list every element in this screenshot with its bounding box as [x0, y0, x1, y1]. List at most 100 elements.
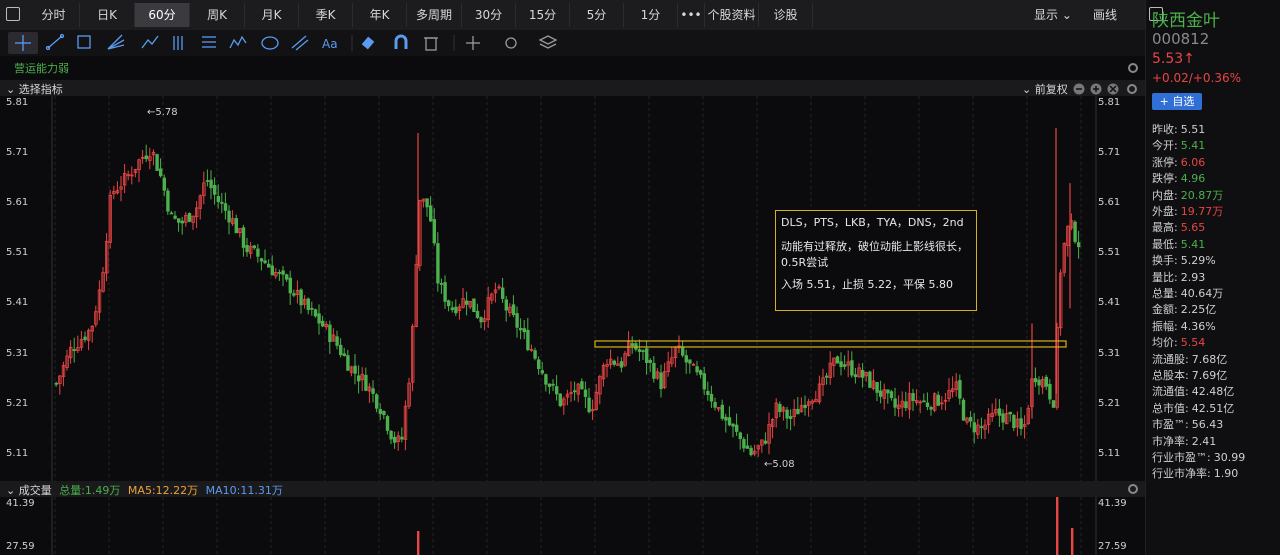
- tab-8[interactable]: 30分: [462, 3, 516, 27]
- price-tick: 5.71: [6, 147, 29, 159]
- price-tick: 5.41: [6, 297, 29, 309]
- tab-13[interactable]: 个股资料: [705, 3, 759, 27]
- candle-body: [879, 390, 883, 397]
- magnet-icon: [394, 34, 408, 49]
- candle-body: [810, 400, 814, 404]
- candle-body: [742, 439, 746, 449]
- candle-body: [101, 272, 105, 292]
- candle-body: [612, 360, 616, 365]
- volume-axis-right-top: 41.39: [1098, 498, 1127, 509]
- candle-body: [861, 369, 865, 378]
- candle-body: [763, 440, 768, 444]
- candle-body: [310, 307, 314, 310]
- quote-stat-label: 市盈™:: [1152, 418, 1189, 432]
- panel-toggle-icon[interactable]: [1149, 7, 1163, 21]
- volume-bar: [1056, 497, 1059, 555]
- quote-stat-value: 40.64万: [1180, 287, 1224, 300]
- layers-icon: [538, 35, 558, 45]
- candle-body: [792, 408, 796, 418]
- candle-body: [702, 373, 706, 390]
- chevron-down-icon[interactable]: ⌄: [6, 484, 16, 497]
- quote-stat-label: 总量:: [1152, 287, 1178, 300]
- candle-body: [148, 156, 152, 161]
- candle-body: [115, 190, 120, 194]
- tab-2[interactable]: 60分: [135, 3, 190, 27]
- candle-body: [346, 355, 350, 371]
- trade-note[interactable]: DLS，PTS，LKB，TYA，DNS，2nd 动能有过释放，破位动能上影线很长…: [775, 210, 977, 311]
- gear-icon[interactable]: [1128, 63, 1138, 73]
- gear-icon[interactable]: [1128, 484, 1138, 494]
- tab-11[interactable]: 1分: [624, 3, 678, 27]
- display-dropdown[interactable]: 显示 ⌄: [1034, 3, 1072, 27]
- tab-9[interactable]: 15分: [516, 3, 570, 27]
- candle-body: [616, 363, 620, 366]
- tab-7[interactable]: 多周期: [407, 3, 462, 27]
- candle-body: [897, 404, 901, 409]
- volume-chart[interactable]: [0, 497, 1145, 555]
- candle-body: [609, 358, 613, 365]
- quote-stat-row: 最高: 5.65: [1152, 219, 1205, 235]
- quote-stat-value: 2.41: [1191, 434, 1217, 448]
- quote-stat-row: 最低: 5.41: [1152, 236, 1205, 252]
- select-indicator-dropdown[interactable]: ⌄ 选择指标: [6, 81, 63, 97]
- display-label: 显示: [1034, 8, 1059, 22]
- quote-stat-value: 42.51亿: [1191, 401, 1235, 415]
- candle-body: [472, 298, 476, 313]
- volume-bar: [1071, 528, 1074, 555]
- candle-body: [403, 405, 408, 440]
- candle-body: [274, 271, 278, 277]
- quote-stat-label: 涨停:: [1152, 155, 1178, 169]
- candle-body: [976, 424, 980, 435]
- tab-10[interactable]: 5分: [570, 3, 624, 27]
- candle-body: [706, 390, 710, 395]
- candle-body: [241, 227, 246, 248]
- price-tick: 5.41: [1098, 297, 1121, 309]
- layout-icon[interactable]: [6, 7, 20, 21]
- candle-body: [684, 355, 688, 363]
- settings-icon: [505, 37, 517, 49]
- candle-body: [623, 353, 627, 366]
- candle-body: [220, 201, 224, 204]
- quote-stat-row: 涨停: 6.06: [1152, 154, 1205, 170]
- stock-change: +0.02/+0.36%: [1152, 71, 1241, 85]
- quote-stat-value: 2.93: [1180, 270, 1206, 284]
- candle-body: [969, 416, 973, 422]
- tab-5[interactable]: 季K: [299, 3, 353, 27]
- candle-body: [223, 203, 228, 211]
- adjust-dropdown[interactable]: ⌄ 前复权: [1022, 81, 1068, 97]
- tab-3[interactable]: 周K: [190, 3, 245, 27]
- candle-body: [731, 423, 735, 427]
- candle-body: [1073, 221, 1077, 242]
- candle-body: [767, 424, 771, 444]
- add-watchlist-button[interactable]: + 自选: [1152, 93, 1202, 110]
- chevron-down-icon: ⌄: [6, 83, 16, 96]
- quote-stat-row: 均价: 5.54: [1152, 334, 1205, 350]
- candle-body: [634, 343, 638, 350]
- stock-name: 陕西金叶: [1152, 11, 1220, 31]
- candle-body: [105, 241, 109, 274]
- candle-body: [1051, 400, 1056, 408]
- candle-body: [205, 180, 210, 182]
- candle-body: [94, 311, 98, 325]
- candle-body: [511, 304, 516, 315]
- tab-14[interactable]: 诊股: [759, 3, 813, 27]
- candle-body: [432, 219, 436, 244]
- tab-4[interactable]: 月K: [245, 3, 299, 27]
- candle-body: [605, 364, 609, 367]
- draw-line-button[interactable]: 画线: [1092, 8, 1117, 22]
- quote-stat-label: 跌停:: [1152, 172, 1178, 186]
- candle-body: [382, 410, 386, 416]
- candle-body: [450, 307, 454, 310]
- tab-1[interactable]: 日K: [80, 3, 135, 27]
- volume-total: 总量:1.49万: [59, 484, 121, 497]
- tab-0[interactable]: 分时: [28, 3, 80, 27]
- candle-body: [551, 383, 555, 386]
- tab-6[interactable]: 年K: [353, 3, 407, 27]
- candle-body: [137, 159, 141, 171]
- candle-body: [324, 323, 328, 328]
- tab-12[interactable]: •••: [678, 3, 705, 27]
- candle-body: [601, 364, 606, 380]
- candle-body: [850, 360, 854, 376]
- volume-axis-right-bottom: 27.59: [1098, 541, 1127, 552]
- candle-body: [162, 177, 166, 191]
